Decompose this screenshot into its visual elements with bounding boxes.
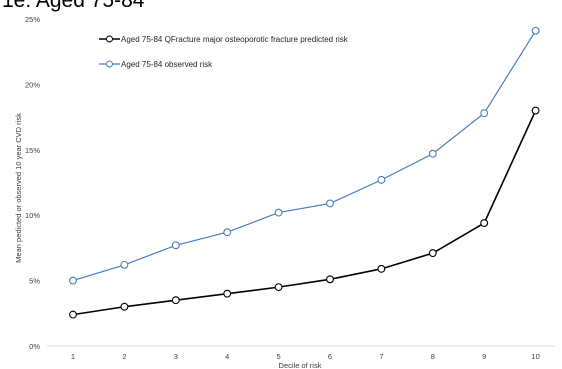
x-tick-label: 8 [431, 352, 435, 361]
x-tick-label: 1 [71, 352, 75, 361]
y-tick-labels: 0% 5% 10% 15% 20% 25% [25, 15, 40, 351]
series-layer [69, 26, 540, 319]
x-tick-label: 10 [531, 352, 539, 361]
observed-data-point [377, 175, 386, 184]
y-tick-label: 25% [25, 15, 40, 24]
predicted-legend-label: Aged 75-84 QFracture major osteoporotic … [121, 35, 349, 44]
observed-data-point [531, 26, 540, 35]
x-tick-label: 9 [482, 352, 486, 361]
legend: Aged 75-84 QFracture major osteoporotic … [99, 35, 349, 69]
predicted-data-point [377, 264, 386, 273]
observed-legend-label: Aged 75-84 observed risk [121, 60, 213, 69]
x-tick-label: 7 [379, 352, 383, 361]
y-tick-label: 10% [25, 211, 40, 220]
y-tick-label: 5% [29, 277, 40, 286]
observed-data-point [326, 199, 334, 208]
y-tick-label: 20% [25, 80, 40, 89]
y-tick-label: 15% [25, 146, 40, 155]
predicted-data-point [171, 296, 180, 305]
x-tick-labels: 1 2 3 4 5 6 7 8 9 10 [71, 352, 540, 361]
x-tick-label: 4 [225, 352, 229, 361]
observed-data-point [69, 276, 77, 285]
predicted-data-point [428, 249, 437, 258]
x-tick-label: 6 [328, 352, 332, 361]
panel-title: 1e: Aged 75-84 [2, 0, 145, 12]
observed-data-point [274, 208, 283, 217]
observed-series-line [72, 30, 537, 282]
observed-legend-marker [106, 60, 113, 68]
x-tick-label: 5 [277, 352, 281, 361]
predicted-series-line [72, 110, 537, 316]
x-tick-label: 2 [122, 352, 126, 361]
x-tick-label: 3 [174, 352, 178, 361]
predicted-data-point [326, 275, 334, 284]
predicted-data-point [120, 302, 129, 311]
observed-data-point [480, 109, 489, 118]
y-tick-label: 0% [29, 342, 40, 351]
y-axis-title: Mean pedicted or observed 10 year CVD ri… [14, 113, 23, 263]
predicted-data-point [274, 283, 283, 292]
predicted-data-point [531, 106, 540, 115]
predicted-data-point [223, 289, 232, 298]
predicted-data-point [69, 310, 77, 319]
observed-data-point [428, 149, 437, 158]
predicted-legend-marker [106, 35, 113, 43]
predicted-data-point [480, 219, 489, 227]
observed-data-point [120, 260, 129, 269]
x-axis-title: Decile of risk [279, 361, 322, 369]
observed-data-point [171, 241, 180, 250]
observed-data-point [223, 228, 232, 237]
